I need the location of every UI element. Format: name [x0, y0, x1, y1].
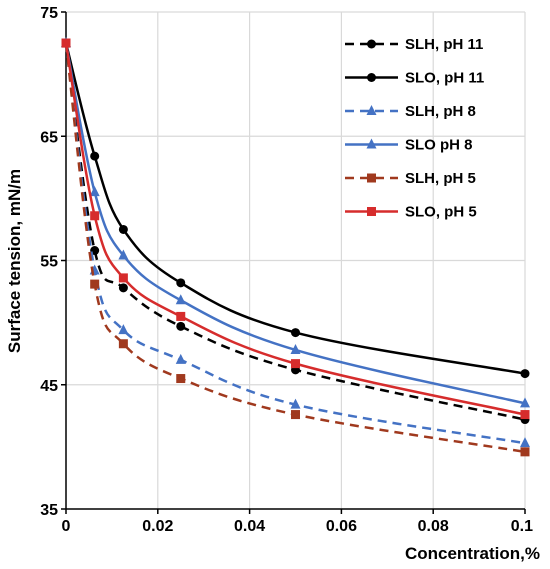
series-line [64, 42, 526, 445]
legend: SLH, pH 11 SLO, pH 11 SLH, pH 8 SLO pH 8 SLH… [345, 36, 484, 221]
series-line [64, 42, 526, 454]
data-point [520, 369, 530, 379]
x-tick-label: 0.1 [511, 518, 533, 535]
series-line [64, 42, 526, 405]
data-point [176, 311, 186, 321]
data-point [89, 186, 100, 197]
series-layer [61, 37, 530, 457]
data-point [520, 397, 530, 408]
series-4 [61, 38, 530, 457]
series-line [64, 42, 526, 421]
legend-label: SLH, pH 8 [405, 103, 476, 120]
data-point [176, 374, 186, 384]
data-point [175, 294, 186, 305]
legend-item: SLH, pH 11 [345, 36, 483, 53]
x-tick-label: 0.08 [418, 518, 449, 535]
legend-item: SLO, pH 11 [345, 70, 484, 87]
tick-labels: 35 45 55 65 75 0 0.02 0.04 0.06 0.08 0.1 [40, 5, 533, 535]
legend-marker [366, 105, 377, 115]
legend-item: SLH, pH 5 [345, 170, 476, 187]
data-point [118, 273, 128, 283]
data-point [61, 38, 71, 48]
data-point [176, 278, 186, 288]
grid [66, 11, 526, 509]
data-point [90, 211, 100, 221]
x-tick-label: 0.06 [326, 518, 357, 535]
legend-item: SLO, pH 5 [345, 204, 477, 221]
data-point [118, 283, 128, 293]
data-point [520, 437, 530, 448]
data-point [175, 353, 186, 364]
data-point [176, 321, 186, 331]
y-tick-label: 55 [40, 254, 58, 271]
data-point [118, 249, 129, 260]
axes [61, 11, 526, 514]
series-line [64, 42, 526, 416]
legend-label: SLH, pH 5 [405, 170, 476, 187]
legend-item: SLH, pH 8 [345, 103, 476, 120]
legend-label: SLO, pH 11 [405, 70, 484, 87]
legend-label: SLH, pH 11 [405, 36, 483, 53]
legend-marker [367, 173, 376, 183]
x-tick-label: 0 [62, 518, 71, 535]
x-tick-label: 0.02 [142, 518, 173, 535]
data-point [118, 339, 128, 349]
data-point [290, 398, 301, 409]
series-5 [61, 38, 530, 420]
data-point [290, 343, 301, 354]
x-axis-title: Concentration,% [405, 544, 540, 563]
x-tick-label: 0.04 [234, 518, 265, 535]
legend-marker [367, 39, 376, 49]
data-point [291, 410, 300, 420]
data-point [520, 410, 530, 420]
series-1 [61, 38, 530, 379]
y-tick-label: 45 [40, 378, 58, 395]
y-tick-label: 35 [40, 502, 58, 519]
data-point [291, 359, 300, 369]
legend-label: SLO, pH 5 [405, 204, 477, 221]
y-tick-label: 75 [40, 5, 58, 22]
data-point [520, 447, 530, 457]
data-point [90, 151, 100, 161]
data-point [291, 328, 300, 338]
series-3 [61, 37, 530, 408]
y-axis-title: Surface tension, mN/m [5, 169, 24, 353]
legend-item: SLO pH 8 [345, 137, 473, 154]
data-point [90, 279, 100, 289]
data-point [118, 324, 129, 335]
y-tick-label: 65 [40, 129, 58, 146]
data-point [118, 224, 128, 234]
legend-marker [367, 73, 376, 82]
legend-marker [367, 207, 376, 216]
legend-marker [366, 138, 377, 149]
series-line [64, 42, 526, 375]
legend-label: SLO pH 8 [405, 137, 473, 154]
